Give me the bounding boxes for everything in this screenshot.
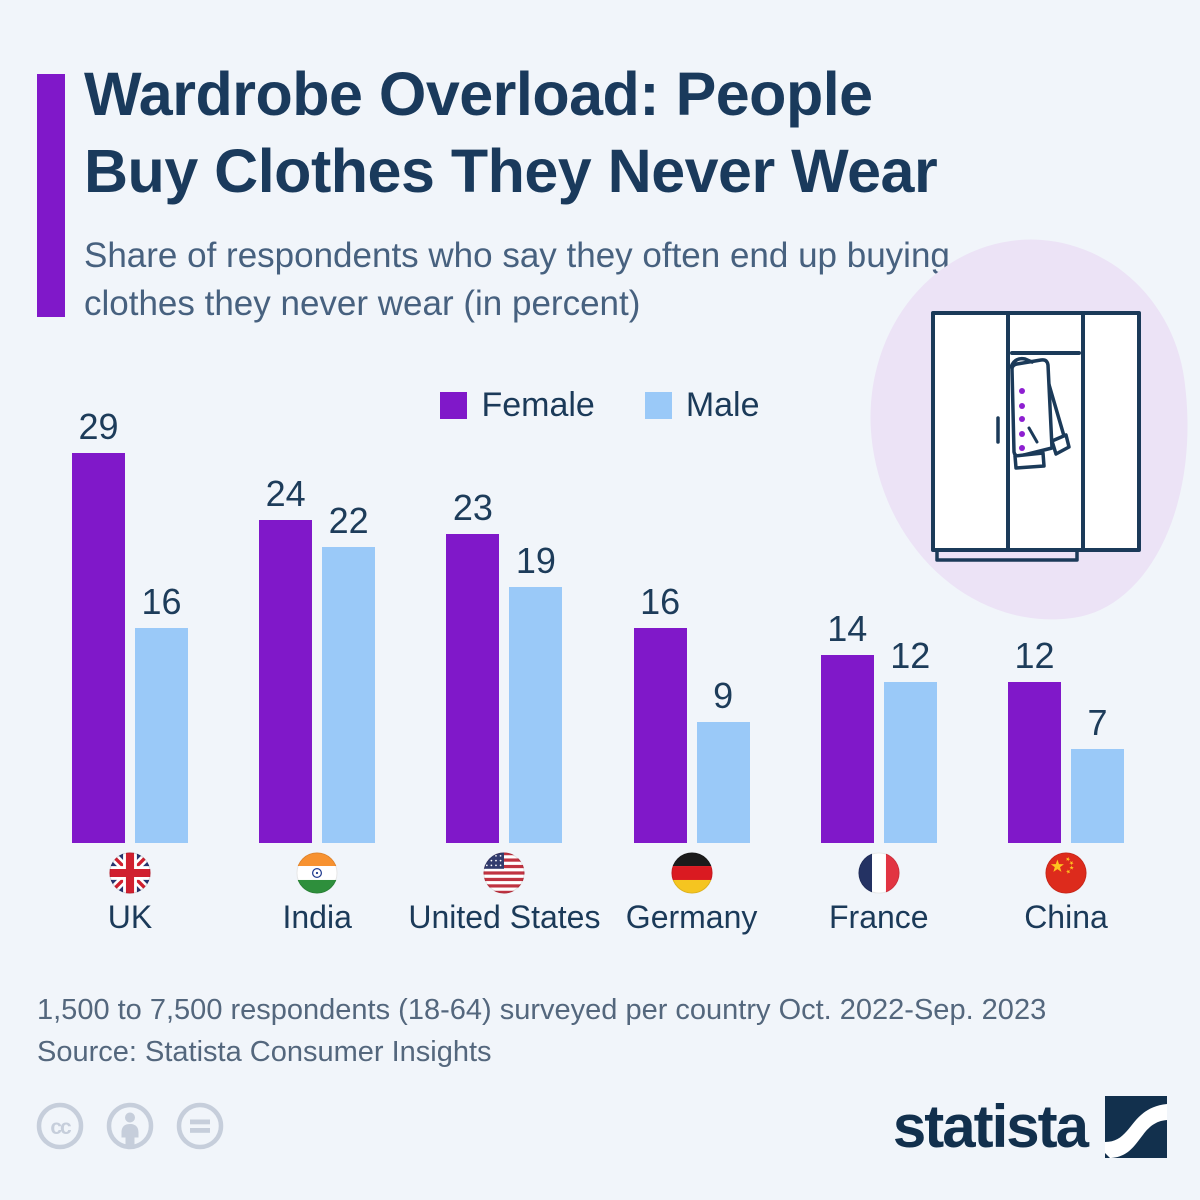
svg-text:cc: cc [50, 1116, 72, 1139]
survey-note: 1,500 to 7,500 respondents (18-64) surve… [37, 994, 1047, 1026]
legend-item-male: Male [644, 386, 760, 425]
value-label-female-china: 12 [1014, 635, 1055, 676]
jacket-buttons [1019, 388, 1025, 451]
us-flag-icon [483, 852, 525, 894]
de-flag-icon [671, 852, 713, 894]
in-flag-icon [296, 852, 338, 894]
bar-male-china [1071, 749, 1124, 843]
value-label-female-uk: 29 [78, 406, 119, 447]
cc-by-person-icon [106, 1102, 154, 1150]
creative-commons-icons: cc [35, 1101, 225, 1151]
value-label-female-india: 24 [265, 473, 306, 514]
category-label-france: France [829, 899, 929, 935]
bar-female-united-states [446, 534, 500, 843]
source-line: Source: Statista Consumer Insights [37, 1036, 492, 1068]
category-label-india: India [282, 899, 352, 935]
bar-male-france [883, 682, 937, 843]
bar-male-united-states [509, 587, 563, 843]
bar-female-uk [72, 453, 125, 843]
category-label-united-states: United States [408, 899, 601, 935]
category-label-china: China [1024, 899, 1108, 935]
bar-female-germany [633, 628, 687, 843]
bar-female-france [820, 655, 874, 843]
legend-label-female: Female [481, 386, 595, 424]
category-label-germany: Germany [625, 899, 758, 935]
value-label-female-united-states: 23 [452, 487, 493, 528]
value-label-male-france: 12 [890, 635, 931, 676]
title-accent-bar [37, 74, 65, 317]
value-label-female-france: 14 [827, 608, 868, 649]
bar-male-india [322, 547, 376, 843]
statista-wordmark: statista [892, 1093, 1089, 1160]
value-label-male-germany: 9 [713, 675, 734, 716]
value-label-male-united-states: 19 [515, 540, 556, 581]
category-label-uk: UK [107, 899, 153, 935]
uk-flag-icon [109, 852, 151, 894]
page-title-line2: Buy Clothes They Never Wear [84, 137, 938, 205]
statista-logo-icon [1105, 1096, 1167, 1158]
legend-swatch-male [644, 392, 672, 419]
bar-male-germany [696, 722, 750, 843]
legend: Female Male [0, 386, 1200, 425]
legend-item-female: Female [440, 386, 595, 425]
wardrobe-illustration [931, 311, 1141, 562]
value-label-male-china: 7 [1087, 702, 1108, 743]
bar-male-uk [135, 628, 188, 843]
fr-flag-icon [858, 852, 900, 894]
value-label-male-uk: 16 [141, 581, 182, 622]
value-label-female-germany: 16 [640, 581, 681, 622]
cc-icon: cc [36, 1102, 84, 1150]
value-label-male-india: 22 [328, 500, 369, 541]
bar-female-china [1008, 682, 1061, 843]
statista-brand: statista [893, 1096, 1167, 1158]
cc-nd-equals-icon [176, 1102, 224, 1150]
legend-label-male: Male [685, 386, 760, 424]
page-title-line1: Wardrobe Overload: People [84, 60, 873, 128]
page-title: Wardrobe Overload: People Buy Clothes Th… [84, 56, 1104, 210]
legend-swatch-female [440, 392, 468, 419]
wardrobe-plinth [935, 548, 1079, 562]
bar-female-india [259, 520, 313, 843]
cn-flag-icon [1045, 852, 1087, 894]
page-subtitle: Share of respondents who say they often … [84, 236, 950, 323]
